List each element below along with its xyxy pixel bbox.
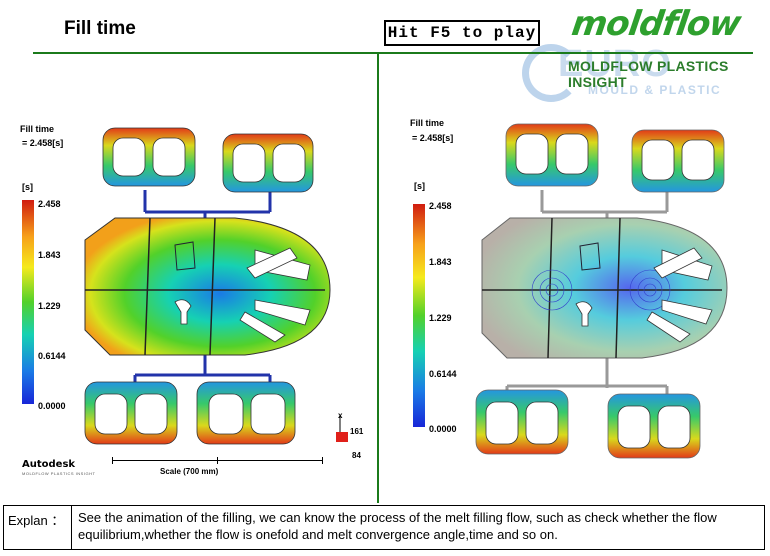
left-color-legend: [22, 200, 34, 404]
right-result-name: Fill time: [410, 118, 445, 128]
axis-triad-icon: [336, 416, 348, 442]
right-cavity-top-left: [505, 123, 599, 187]
autodesk-logo-sub: MOLDFLOW PLASTICS INSIGHT: [22, 471, 96, 476]
right-legend-tick: 1.229: [429, 313, 452, 323]
moldflow-logo: moldflow: [569, 4, 743, 44]
right-cavity-bottom-right: [607, 393, 701, 459]
right-legend-tick: 2.458: [429, 201, 452, 211]
scale-bar-tick: [217, 457, 218, 464]
right-color-legend: [413, 204, 425, 427]
page-title: Fill time: [64, 18, 136, 39]
play-hint-box[interactable]: Hit F5 to play: [384, 20, 540, 46]
left-cavity-bottom-left: [84, 381, 178, 445]
right-legend-tick: 1.843: [429, 257, 452, 267]
euro-logo-ring: [522, 44, 580, 102]
left-fill-model: [84, 127, 331, 445]
left-legend-tick: 1.229: [38, 301, 61, 311]
euro-watermark-sub: MOULD & PLASTIC: [588, 83, 722, 97]
explanation-label: Explan ：: [4, 506, 72, 549]
right-legend-tick: 0.0000: [429, 424, 457, 434]
right-unit: [s]: [414, 181, 425, 191]
right-cavity-bottom-left: [475, 389, 569, 455]
left-result-name: Fill time: [20, 124, 55, 134]
right-flow-contours: [531, 269, 671, 311]
left-legend-tick: 2.458: [38, 199, 61, 209]
explanation-text: See the animation of the filling, we can…: [78, 510, 717, 542]
moldflow-subtitle: MOLDFLOW PLASTICS INSIGHT: [568, 58, 729, 90]
left-legend-tick: 0.6144: [38, 351, 66, 361]
axis-x-label: x: [338, 411, 343, 420]
left-cavity-top-right: [222, 133, 314, 193]
explanation-box: Explan ： See the animation of the fillin…: [3, 505, 765, 550]
right-cavity-top-right: [631, 129, 725, 193]
panel-divider: [377, 53, 379, 503]
left-rib-openings: [239, 247, 311, 343]
right-result-value: = 2.458[s]: [412, 133, 454, 143]
left-main-part: [84, 217, 331, 356]
autodesk-logo: Autodesk: [22, 459, 76, 470]
left-cavity-bottom-right: [196, 381, 296, 445]
right-main-part: [481, 217, 728, 359]
scale-bar-tick: [112, 457, 113, 464]
left-unit: [s]: [22, 182, 33, 192]
scale-bar-tick: [322, 457, 323, 464]
left-cavity-top-left: [102, 127, 196, 187]
left-legend-tick: 0.0000: [38, 401, 66, 411]
scale-label: Scale (700 mm): [160, 467, 219, 476]
axis-value-1: 161: [350, 427, 364, 436]
right-rib-openings: [646, 247, 713, 343]
header-divider: [33, 52, 753, 54]
left-legend-tick: 1.843: [38, 250, 61, 260]
right-legend-tick: 0.6144: [429, 369, 457, 379]
axis-value-2: 84: [352, 451, 361, 460]
euro-watermark: EURO: [558, 43, 672, 85]
right-fill-contour-model: [475, 123, 728, 459]
left-result-value: = 2.458[s]: [22, 138, 64, 148]
